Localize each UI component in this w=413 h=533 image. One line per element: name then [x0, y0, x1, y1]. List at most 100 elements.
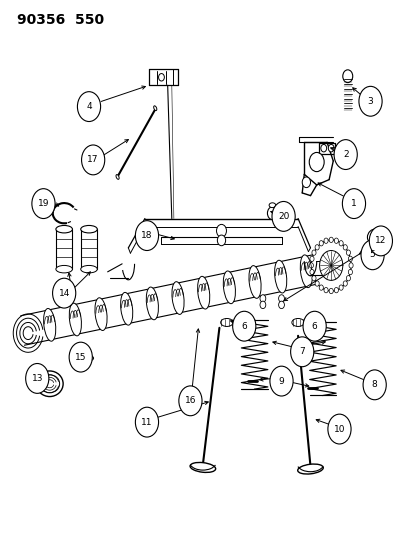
- Circle shape: [259, 295, 265, 302]
- Ellipse shape: [314, 245, 318, 250]
- Ellipse shape: [84, 356, 93, 361]
- Circle shape: [333, 140, 356, 169]
- Circle shape: [290, 337, 313, 367]
- Text: 90356  550: 90356 550: [17, 13, 103, 27]
- Ellipse shape: [309, 256, 313, 262]
- Text: 1: 1: [350, 199, 356, 208]
- Circle shape: [309, 152, 323, 172]
- Ellipse shape: [297, 464, 323, 474]
- Ellipse shape: [291, 318, 304, 326]
- Circle shape: [360, 240, 383, 270]
- Text: 9: 9: [278, 377, 284, 385]
- Text: 5: 5: [369, 251, 375, 259]
- Ellipse shape: [171, 282, 184, 314]
- Text: 6: 6: [241, 322, 247, 330]
- Text: 19: 19: [38, 199, 49, 208]
- Ellipse shape: [338, 285, 342, 290]
- Circle shape: [217, 235, 225, 246]
- Circle shape: [327, 414, 350, 444]
- Text: 2: 2: [342, 150, 348, 159]
- Text: 8: 8: [371, 381, 377, 389]
- Text: 7: 7: [299, 348, 304, 356]
- Circle shape: [32, 189, 55, 219]
- Ellipse shape: [323, 238, 328, 244]
- Ellipse shape: [120, 293, 133, 325]
- Ellipse shape: [309, 263, 313, 268]
- Ellipse shape: [274, 260, 286, 293]
- Ellipse shape: [116, 175, 119, 179]
- Circle shape: [269, 366, 292, 396]
- Ellipse shape: [81, 265, 97, 273]
- Circle shape: [81, 145, 104, 175]
- Circle shape: [135, 221, 158, 251]
- Circle shape: [342, 189, 365, 219]
- Ellipse shape: [314, 281, 318, 286]
- Circle shape: [232, 311, 255, 341]
- Ellipse shape: [347, 256, 351, 262]
- Text: 14: 14: [58, 289, 70, 297]
- Text: 18: 18: [141, 231, 152, 240]
- Ellipse shape: [240, 318, 252, 326]
- Circle shape: [271, 201, 294, 231]
- Circle shape: [301, 177, 310, 188]
- Ellipse shape: [348, 263, 352, 268]
- Text: 10: 10: [333, 425, 344, 433]
- Ellipse shape: [197, 276, 209, 309]
- Ellipse shape: [338, 240, 342, 246]
- Ellipse shape: [309, 269, 313, 274]
- Ellipse shape: [342, 281, 347, 286]
- Text: 13: 13: [31, 374, 43, 383]
- Ellipse shape: [346, 276, 350, 281]
- Ellipse shape: [367, 229, 385, 246]
- Circle shape: [267, 207, 277, 220]
- Ellipse shape: [268, 203, 275, 207]
- Text: 17: 17: [87, 156, 99, 164]
- Ellipse shape: [347, 269, 351, 274]
- Circle shape: [311, 240, 350, 291]
- Ellipse shape: [248, 265, 261, 298]
- Ellipse shape: [318, 285, 323, 290]
- Text: 3: 3: [367, 97, 373, 106]
- Circle shape: [259, 301, 265, 309]
- Text: 20: 20: [277, 212, 289, 221]
- Ellipse shape: [56, 265, 72, 273]
- Ellipse shape: [81, 225, 97, 233]
- Ellipse shape: [311, 276, 315, 281]
- Ellipse shape: [370, 232, 381, 242]
- Ellipse shape: [346, 250, 350, 255]
- Circle shape: [319, 251, 342, 280]
- Ellipse shape: [342, 245, 347, 250]
- Text: 12: 12: [374, 237, 386, 245]
- Circle shape: [320, 144, 326, 152]
- Ellipse shape: [323, 287, 328, 293]
- Circle shape: [77, 92, 100, 122]
- Circle shape: [26, 364, 49, 393]
- Text: 16: 16: [184, 397, 196, 405]
- Ellipse shape: [56, 225, 72, 233]
- Circle shape: [52, 278, 76, 308]
- Circle shape: [362, 370, 385, 400]
- Ellipse shape: [328, 237, 332, 243]
- Circle shape: [342, 70, 352, 83]
- Ellipse shape: [146, 287, 158, 320]
- Circle shape: [178, 386, 202, 416]
- Ellipse shape: [310, 318, 322, 326]
- Text: 11: 11: [141, 418, 152, 426]
- Ellipse shape: [328, 288, 332, 294]
- Circle shape: [216, 224, 226, 237]
- Text: 4: 4: [86, 102, 92, 111]
- Circle shape: [302, 311, 325, 341]
- Circle shape: [358, 86, 381, 116]
- Circle shape: [69, 342, 92, 372]
- Ellipse shape: [299, 255, 312, 288]
- Ellipse shape: [95, 298, 107, 330]
- Text: 15: 15: [75, 353, 86, 361]
- Ellipse shape: [311, 250, 315, 255]
- Ellipse shape: [318, 240, 323, 246]
- Ellipse shape: [69, 303, 81, 336]
- Ellipse shape: [333, 238, 337, 244]
- Ellipse shape: [220, 318, 233, 326]
- Ellipse shape: [43, 309, 56, 341]
- Ellipse shape: [40, 375, 59, 393]
- Ellipse shape: [333, 287, 337, 293]
